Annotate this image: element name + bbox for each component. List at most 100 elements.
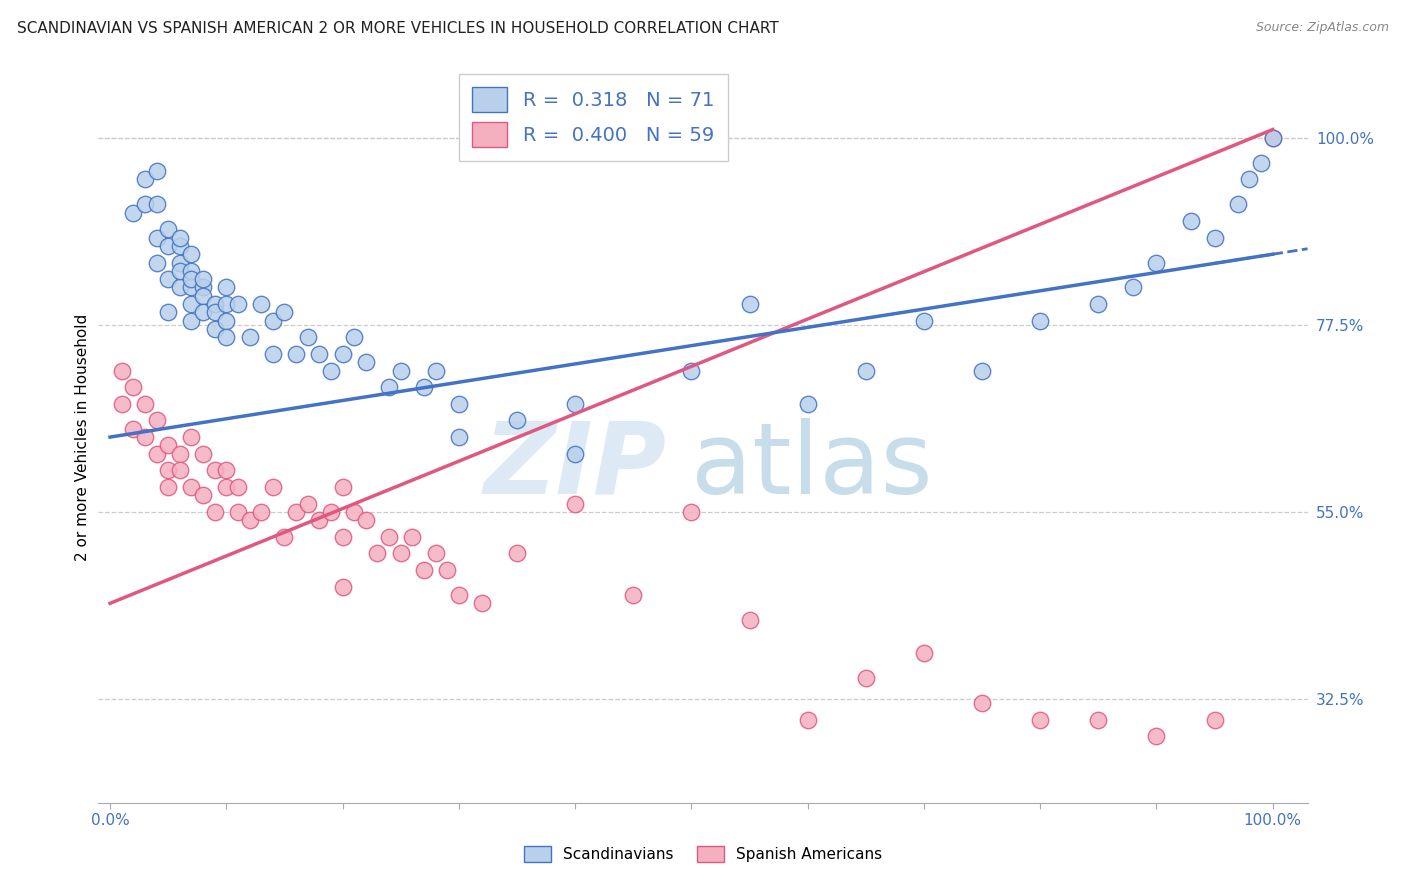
Point — [239, 330, 262, 344]
Point — [157, 222, 180, 236]
Point — [145, 447, 167, 461]
Point — [204, 463, 226, 477]
Point — [157, 272, 180, 286]
Point — [134, 172, 156, 186]
Point — [1144, 729, 1167, 743]
Point — [796, 397, 818, 411]
Point — [471, 596, 494, 610]
Point — [332, 480, 354, 494]
Point — [1122, 280, 1144, 294]
Point — [111, 397, 134, 411]
Point — [912, 314, 935, 328]
Point — [145, 197, 167, 211]
Point — [297, 330, 319, 344]
Point — [122, 380, 145, 394]
Point — [1261, 131, 1284, 145]
Point — [319, 505, 342, 519]
Point — [285, 347, 308, 361]
Point — [134, 197, 156, 211]
Point — [226, 480, 249, 494]
Point — [1204, 230, 1226, 244]
Point — [378, 530, 401, 544]
Point — [262, 347, 284, 361]
Point — [191, 272, 214, 286]
Point — [447, 430, 470, 444]
Text: ZIP: ZIP — [484, 417, 666, 515]
Point — [169, 239, 191, 253]
Point — [157, 305, 180, 319]
Point — [506, 546, 529, 560]
Point — [738, 297, 761, 311]
Point — [297, 497, 319, 511]
Point — [425, 546, 447, 560]
Point — [180, 272, 202, 286]
Point — [912, 646, 935, 660]
Point — [111, 363, 134, 377]
Point — [169, 447, 191, 461]
Point — [564, 497, 586, 511]
Point — [226, 297, 249, 311]
Point — [145, 230, 167, 244]
Point — [413, 563, 436, 577]
Point — [180, 264, 202, 278]
Point — [564, 447, 586, 461]
Point — [180, 480, 202, 494]
Point — [273, 305, 295, 319]
Point — [204, 505, 226, 519]
Text: atlas: atlas — [690, 417, 932, 515]
Point — [273, 530, 295, 544]
Point — [970, 363, 993, 377]
Point — [343, 505, 366, 519]
Point — [250, 297, 273, 311]
Point — [401, 530, 423, 544]
Point — [319, 363, 342, 377]
Point — [145, 164, 167, 178]
Point — [343, 330, 366, 344]
Point — [262, 480, 284, 494]
Point — [564, 397, 586, 411]
Point — [621, 588, 644, 602]
Point — [506, 413, 529, 427]
Point — [436, 563, 458, 577]
Point — [332, 347, 354, 361]
Point — [157, 438, 180, 452]
Point — [1144, 255, 1167, 269]
Y-axis label: 2 or more Vehicles in Household: 2 or more Vehicles in Household — [75, 313, 90, 561]
Point — [1029, 713, 1052, 727]
Point — [970, 696, 993, 710]
Point — [180, 314, 202, 328]
Point — [447, 588, 470, 602]
Point — [1087, 713, 1109, 727]
Point — [1029, 314, 1052, 328]
Point — [366, 546, 388, 560]
Point — [180, 280, 202, 294]
Point — [308, 347, 330, 361]
Point — [285, 505, 308, 519]
Point — [191, 488, 214, 502]
Point — [169, 230, 191, 244]
Point — [191, 289, 214, 303]
Point — [738, 613, 761, 627]
Point — [191, 280, 214, 294]
Point — [354, 355, 377, 369]
Point — [157, 463, 180, 477]
Point — [389, 363, 412, 377]
Point — [215, 280, 238, 294]
Point — [1239, 172, 1261, 186]
Point — [169, 264, 191, 278]
Point — [389, 546, 412, 560]
Point — [215, 297, 238, 311]
Point — [169, 255, 191, 269]
Point — [191, 305, 214, 319]
Text: SCANDINAVIAN VS SPANISH AMERICAN 2 OR MORE VEHICLES IN HOUSEHOLD CORRELATION CHA: SCANDINAVIAN VS SPANISH AMERICAN 2 OR MO… — [17, 21, 779, 37]
Point — [145, 413, 167, 427]
Point — [354, 513, 377, 527]
Point — [122, 205, 145, 219]
Point — [122, 422, 145, 436]
Point — [413, 380, 436, 394]
Legend: Scandinavians, Spanish Americans: Scandinavians, Spanish Americans — [517, 839, 889, 868]
Point — [447, 397, 470, 411]
Point — [180, 297, 202, 311]
Point — [204, 297, 226, 311]
Point — [204, 322, 226, 336]
